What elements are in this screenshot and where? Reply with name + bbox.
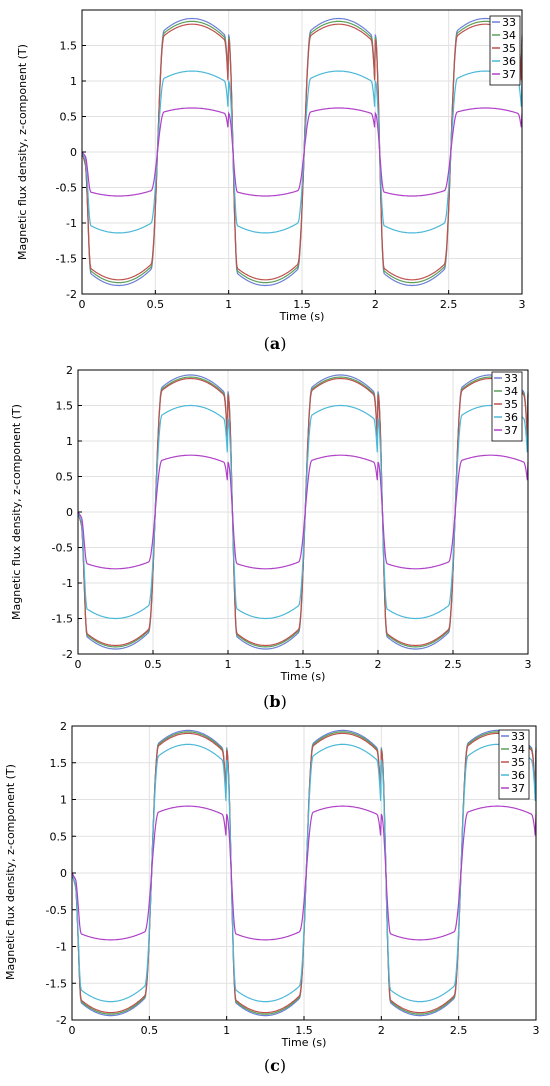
legend-label-35: 35 xyxy=(504,398,518,411)
legend-label-33: 33 xyxy=(502,16,516,29)
legend-label-34: 34 xyxy=(511,743,525,756)
y-tick-label-4: 0 xyxy=(66,506,73,519)
x-tick-label-3: 1.5 xyxy=(293,298,311,311)
legend-label-34: 34 xyxy=(504,385,518,398)
x-tick-label-4: 2 xyxy=(372,298,379,311)
legend-label-35: 35 xyxy=(511,756,525,769)
y-tick-label-7: 1.5 xyxy=(56,400,74,413)
x-tick-label-5: 2.5 xyxy=(440,298,458,311)
y-tick-label-6: 1 xyxy=(70,75,77,88)
x-tick-label-5: 2.5 xyxy=(450,1024,468,1037)
series-line-37 xyxy=(71,805,537,941)
y-tick-label-5: 0.5 xyxy=(60,111,78,124)
caption-letter-b: b xyxy=(269,692,281,711)
y-axis-label: Magnetic flux density, z-component (T) xyxy=(4,764,17,980)
x-axis-label: Time (s) xyxy=(281,1036,327,1049)
y-tick-label-7: 1.5 xyxy=(60,40,78,53)
caption-letter-c: c xyxy=(270,1056,280,1075)
x-tick-label-1: 0.5 xyxy=(147,298,165,311)
series-line-37 xyxy=(81,107,523,197)
y-tick-label-6: 1 xyxy=(60,794,67,807)
legend-label-34: 34 xyxy=(502,29,516,42)
caption-c: (c) xyxy=(263,1056,287,1075)
legend-label-33: 33 xyxy=(511,730,525,743)
legend-label-36: 36 xyxy=(511,769,525,782)
y-tick-label-7: 1.5 xyxy=(50,757,68,770)
y-tick-label-4: 0 xyxy=(70,146,77,159)
x-tick-label-6: 3 xyxy=(519,298,526,311)
series-line-36 xyxy=(71,743,537,1003)
x-tick-label-0: 0 xyxy=(75,658,82,671)
y-tick-label-3: -0.5 xyxy=(46,904,67,917)
chart-c: 0 0.5 1 1.5 2 2.5 3 -2 -1.5 -1 -0.5 0 0.5 1 1.5 2 Time (… xyxy=(4,722,540,1049)
y-tick-label-8: 2 xyxy=(66,364,73,377)
x-tick-label-0: 0 xyxy=(79,298,86,311)
x-axis-label: Time (s) xyxy=(279,310,325,323)
x-tick-label-4: 2 xyxy=(378,1024,385,1037)
y-tick-label-3: -0.5 xyxy=(56,182,77,195)
legend-label-37: 37 xyxy=(502,68,516,81)
legend-label-35: 35 xyxy=(502,42,516,55)
x-axis-label: Time (s) xyxy=(280,670,326,683)
legend-label-33: 33 xyxy=(504,372,518,385)
x-tick-label-1: 0.5 xyxy=(144,658,162,671)
y-axis-label: Magnetic flux density, z-component (T) xyxy=(10,404,23,620)
y-tick-label-0: -2 xyxy=(56,1014,67,1027)
x-tick-label-4: 2 xyxy=(375,658,382,671)
legend-label-37: 37 xyxy=(504,424,518,437)
series-line-37 xyxy=(77,454,529,570)
chart-panel-a: 0 0.5 1 1.5 2 2.5 3 -2 -1.5 -1 -0.5 0 0.5 1 1.5 Time (s… xyxy=(0,0,550,362)
caption-b: (b) xyxy=(263,692,287,711)
chart-panel-c: 0 0.5 1 1.5 2 2.5 3 -2 -1.5 -1 -0.5 0 0.5 1 1.5 2 Time (… xyxy=(0,722,550,1086)
legend-label-36: 36 xyxy=(502,55,516,68)
x-tick-label-6: 3 xyxy=(525,658,532,671)
y-tick-label-5: 0.5 xyxy=(50,830,68,843)
x-tick-label-2: 1 xyxy=(225,298,232,311)
x-tick-label-3: 1.5 xyxy=(295,1024,313,1037)
y-tick-label-3: -0.5 xyxy=(52,542,73,555)
x-tick-label-2: 1 xyxy=(225,658,232,671)
chart-b: 0 0.5 1 1.5 2 2.5 3 -2 -1.5 -1 -0.5 0 0.5 1 1.5 2 Time (… xyxy=(10,364,532,683)
x-tick-label-5: 2.5 xyxy=(444,658,462,671)
series-line-36 xyxy=(81,70,523,234)
y-tick-label-2: -1 xyxy=(62,577,73,590)
y-tick-label-5: 0.5 xyxy=(56,471,74,484)
series-line-36 xyxy=(77,404,529,620)
legend-label-37: 37 xyxy=(511,782,525,795)
series-line-35 xyxy=(81,23,523,281)
x-tick-label-0: 0 xyxy=(69,1024,76,1037)
y-tick-label-0: -2 xyxy=(62,648,73,661)
y-tick-label-2: -1 xyxy=(66,217,77,230)
y-tick-label-1: -1.5 xyxy=(46,977,67,990)
y-tick-label-1: -1.5 xyxy=(56,253,77,266)
y-tick-label-0: -2 xyxy=(66,288,77,301)
y-tick-label-6: 1 xyxy=(66,435,73,448)
y-axis-label: Magnetic flux density, z-component (T) xyxy=(16,44,29,260)
y-tick-label-4: 0 xyxy=(60,867,67,880)
x-tick-label-2: 1 xyxy=(223,1024,230,1037)
y-tick-label-2: -1 xyxy=(56,941,67,954)
chart-panel-b: 0 0.5 1 1.5 2 2.5 3 -2 -1.5 -1 -0.5 0 0.5 1 1.5 2 Time (… xyxy=(0,362,550,722)
x-tick-label-1: 0.5 xyxy=(141,1024,159,1037)
y-tick-label-8: 2 xyxy=(60,722,67,733)
caption-a: (a) xyxy=(263,334,287,353)
legend-label-36: 36 xyxy=(504,411,518,424)
y-tick-label-1: -1.5 xyxy=(52,613,73,626)
caption-letter-a: a xyxy=(269,334,281,353)
x-tick-label-6: 3 xyxy=(533,1024,540,1037)
x-tick-label-3: 1.5 xyxy=(294,658,312,671)
